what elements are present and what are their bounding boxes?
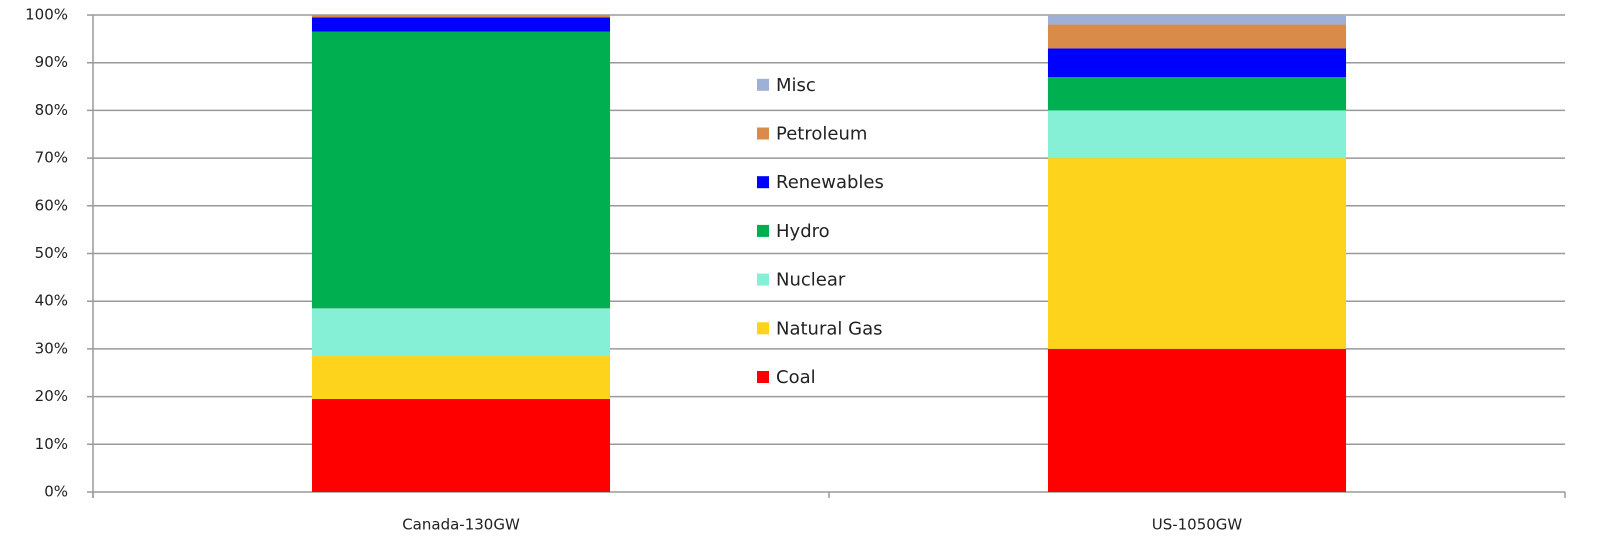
bar-segment: [1047, 15, 1347, 25]
y-tick-label: 40%: [35, 292, 68, 310]
bar-segment: [311, 15, 611, 18]
legend-label: Petroleum: [776, 124, 867, 145]
legend-label: Renewables: [776, 172, 884, 193]
bar-segment: [1047, 24, 1347, 49]
y-tick-label: 50%: [35, 244, 68, 262]
bar-segment: [311, 17, 611, 32]
legend-label: Hydro: [776, 221, 830, 242]
bar-segment: [311, 398, 611, 492]
y-tick-label: 0%: [44, 483, 68, 501]
legend-swatch: [757, 273, 769, 286]
bar-segment: [311, 31, 611, 309]
bar-segment: [311, 308, 611, 357]
y-tick-label: 60%: [35, 196, 68, 214]
bar-segment: [1047, 158, 1347, 349]
legend-label: Misc: [776, 75, 816, 96]
x-tick-label: US-1050GW: [1152, 516, 1243, 534]
legend-swatch: [757, 322, 769, 335]
y-tick-label: 80%: [35, 101, 68, 119]
y-tick-label: 30%: [35, 339, 68, 357]
bar-segment: [1047, 77, 1347, 111]
y-tick-label: 20%: [35, 387, 68, 405]
legend-label: Coal: [776, 367, 816, 388]
bar-segment: [1047, 48, 1347, 78]
legend-swatch: [757, 224, 769, 237]
legend-swatch: [757, 371, 769, 383]
bar-segment: [311, 356, 611, 399]
legend-swatch: [757, 78, 769, 91]
bar-segment: [1047, 110, 1347, 159]
bar-segment: [1047, 348, 1347, 492]
y-tick-label: 70%: [35, 149, 68, 167]
y-tick-label: 10%: [35, 435, 68, 453]
legend-swatch: [757, 176, 769, 189]
x-tick-label: Canada-130GW: [402, 516, 520, 534]
y-tick-label: 90%: [35, 53, 68, 71]
legend-swatch: [757, 127, 769, 140]
legend-label: Nuclear: [776, 270, 846, 291]
y-tick-label: 100%: [25, 6, 68, 24]
legend-label: Natural Gas: [776, 318, 882, 339]
